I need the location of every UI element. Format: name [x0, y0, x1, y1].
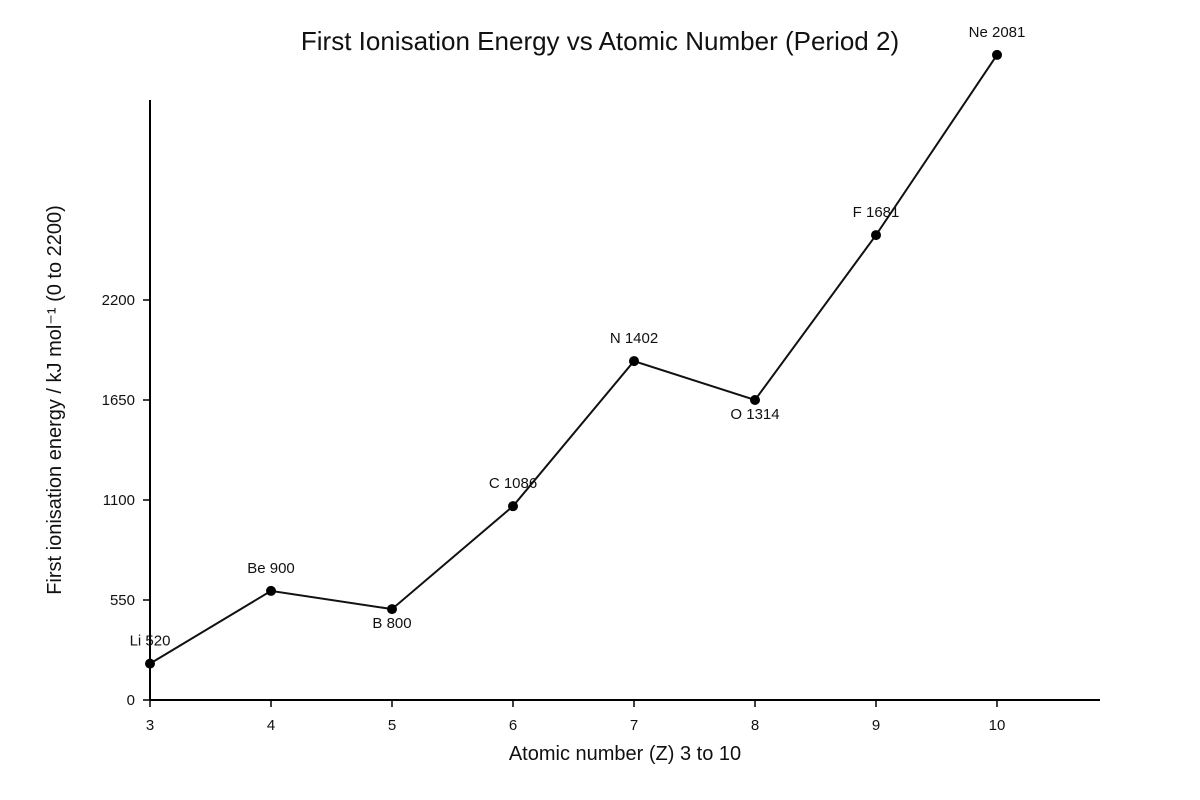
x-tick-label: 9 [872, 717, 880, 734]
data-label: F 1681 [853, 204, 900, 221]
data-label: O 1314 [730, 406, 779, 423]
axis-ticks: 3 4 5 6 7 8 9 10 0 550 1100 1650 2200 [102, 292, 1006, 734]
data-point [871, 230, 881, 241]
data-point [508, 501, 518, 512]
data-label: B 800 [372, 615, 411, 632]
x-tick-label: 8 [751, 717, 759, 734]
data-point [266, 585, 276, 596]
y-tick-label: 550 [110, 592, 135, 609]
x-tick-label: 4 [267, 717, 275, 734]
x-tick-label: 10 [989, 717, 1006, 734]
x-axis-label: Atomic number (Z) 3 to 10 [509, 743, 741, 765]
y-axis-label: First ionisation energy / kJ mol⁻¹ (0 to… [44, 205, 66, 595]
data-label: Ne 2081 [969, 24, 1026, 41]
data-point [992, 49, 1002, 60]
x-tick-label: 3 [146, 717, 154, 734]
data-labels: Li 520 Be 900 B 800 C 1086 N 1402 O 1314 F 168… [130, 24, 1026, 650]
series-line [149, 54, 998, 665]
data-point [387, 604, 397, 615]
y-tick-label: 2200 [102, 292, 135, 309]
x-tick-label: 6 [509, 717, 517, 734]
x-tick-label: 5 [388, 717, 396, 734]
y-tick-label: 0 [127, 692, 135, 709]
x-tick-label: 7 [630, 717, 638, 734]
chart-title: First Ionisation Energy vs Atomic Number… [301, 26, 899, 56]
data-point [629, 356, 639, 367]
data-label: N 1402 [610, 330, 658, 347]
data-point [750, 395, 760, 405]
data-label: Li 520 [130, 633, 171, 650]
data-points [145, 49, 1002, 669]
data-label: C 1086 [489, 475, 537, 492]
data-point [145, 658, 155, 669]
data-label: Be 900 [247, 560, 295, 577]
y-tick-label: 1650 [102, 392, 135, 409]
y-tick-label: 1100 [103, 492, 135, 509]
